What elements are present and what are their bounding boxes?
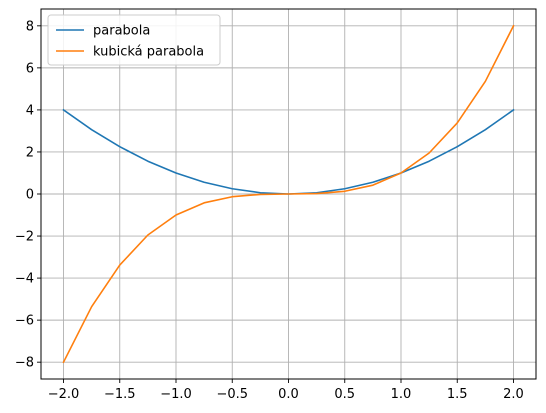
x-tick-label: 0.5 [334,387,355,402]
x-tick-label: 2.0 [503,387,524,402]
x-tick-label: −1.0 [160,387,192,402]
x-tick-label: −0.5 [216,387,248,402]
x-tick-label: 1.0 [391,387,412,402]
legend-label: kubická parabola [93,45,204,60]
y-tick-label: −8 [15,356,34,371]
plot-series [62,24,515,364]
series-line-2 [62,24,515,364]
x-tick-label: −2.0 [48,387,80,402]
x-tick-label: 1.5 [447,387,468,402]
legend-label: parabola [93,24,150,39]
x-tick-label: −1.5 [104,387,136,402]
legend-box [47,14,221,66]
x-axis-ticks: −2.0 −1.5 −1.0 −0.5 0.0 0.5 1.0 1.5 2.0 [48,379,524,402]
y-tick-label: 2 [26,145,34,160]
y-tick-label: −6 [15,314,34,329]
y-tick-label: 0 [26,188,34,203]
y-tick-label: 8 [26,19,34,34]
x-tick-label: 0.0 [278,387,299,402]
y-tick-label: 4 [26,103,34,118]
y-tick-label: −4 [15,272,34,287]
legend: parabola kubická parabola [47,14,221,66]
y-tick-label: −2 [15,230,34,245]
y-axis-ticks: −8 −6 −4 −2 0 2 4 6 8 [15,19,41,371]
y-tick-label: 6 [26,61,34,76]
